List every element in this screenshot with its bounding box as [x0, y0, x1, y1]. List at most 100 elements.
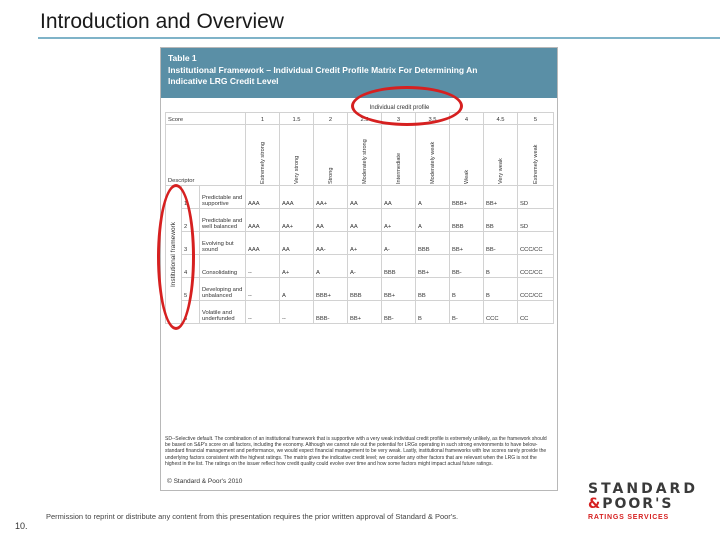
descriptor-text: Intermediate: [395, 152, 402, 184]
rating-cell: A: [279, 277, 314, 301]
matrix-row: Institutional framework 1 Predictable and …: [165, 185, 554, 324]
rating-cell: BB-: [381, 300, 416, 324]
descriptor-header-cell: Extremely weak: [517, 124, 554, 186]
rating-cell: BB+: [483, 185, 518, 209]
rating-cell: CCC/CC: [517, 277, 554, 301]
row-label: Consolidating: [199, 254, 246, 278]
rating-cell: AA+: [313, 185, 348, 209]
matrix-grid: Individual credit profile Score 1 1.5 2 2.5…: [165, 104, 554, 324]
rating-cell: BB+: [347, 300, 382, 324]
rating-cell: A: [313, 254, 348, 278]
rating-cell: A+: [279, 254, 314, 278]
descriptor-text: Weak: [463, 169, 470, 184]
rating-cell: AAA: [279, 185, 314, 209]
row-label: Evolving but sound: [199, 231, 246, 255]
slide-number: 10.: [15, 521, 28, 531]
table-title-line-2: Institutional Framework – Individual Cre…: [168, 64, 478, 75]
row-label: Volatile and underfunded: [199, 300, 246, 324]
score-label: Score: [165, 112, 246, 125]
copyright: © Standard & Poor's 2010: [167, 478, 243, 485]
rating-cell: A: [415, 208, 450, 232]
rating-cell: CC: [517, 300, 554, 324]
descriptor-header-cell: Very strong: [279, 124, 314, 186]
row-label: Developing and unbalanced: [199, 277, 246, 301]
title-rule: [38, 37, 720, 39]
matrix-row: 3 Evolving but sound AAA AA AA- A+ A- BBB BB+ BB-…: [166, 231, 554, 255]
row-label: Predictable and well balanced: [199, 208, 246, 232]
descriptor-row: Descriptor Extremely strong Very strong St…: [165, 124, 554, 186]
rating-cell: CCC: [483, 300, 518, 324]
rating-cell: SD: [517, 208, 554, 232]
rating-cell: B: [415, 300, 450, 324]
score-header-cell: 1: [245, 112, 280, 125]
descriptor-text: Strong: [327, 167, 334, 184]
rating-cell: BBB+: [449, 185, 484, 209]
table-footnote: SD--Selective default. The combination o…: [165, 436, 547, 467]
score-header-cell: 1.5: [279, 112, 314, 125]
rating-cell: CCC/CC: [517, 254, 554, 278]
rating-cell: B-: [449, 300, 484, 324]
descriptor-text: Moderately weak: [429, 141, 436, 184]
rating-cell: --: [279, 300, 314, 324]
table-figure: Table 1 Institutional Framework – Indivi…: [160, 47, 558, 491]
rating-cell: BB: [415, 277, 450, 301]
rating-cell: AA: [313, 208, 348, 232]
score-header-cell: 5: [517, 112, 554, 125]
rating-cell: A: [415, 185, 450, 209]
rating-cell: BBB+: [313, 277, 348, 301]
rating-cell: BBB: [347, 277, 382, 301]
descriptor-text: Very strong: [293, 155, 300, 184]
rating-cell: AA: [347, 208, 382, 232]
rating-cell: BB+: [381, 277, 416, 301]
rating-cell: BBB-: [313, 300, 348, 324]
rating-cell: A-: [381, 231, 416, 255]
rating-cell: AA: [279, 231, 314, 255]
table-title-line-3: Indicative LRG Credit Level: [168, 76, 279, 86]
logo-word-poors: &POOR'S: [588, 497, 700, 512]
row-label: Predictable and supportive: [199, 185, 246, 209]
rating-cell: B: [449, 277, 484, 301]
logo-poors: POOR'S: [602, 496, 674, 512]
highlight-circle-credit-profile: [351, 86, 463, 126]
matrix-row: 2 Predictable and well balanced AAA AA+ AA AA…: [166, 208, 554, 232]
matrix-row: 6 Volatile and underfunded -- -- BBB- BB+ BB- B…: [166, 300, 554, 324]
table-number: Table 1: [168, 53, 197, 63]
descriptor-header-cell: Moderately strong: [347, 124, 382, 186]
descriptor-header-cell: Very weak: [483, 124, 518, 186]
rating-cell: BB-: [449, 254, 484, 278]
descriptor-header-cell: Extremely strong: [245, 124, 280, 186]
descriptor-header-cell: Weak: [449, 124, 484, 186]
slide-title: Introduction and Overview: [40, 10, 284, 33]
descriptor-text: Extremely strong: [259, 142, 266, 184]
descriptor-header-cell: Strong: [313, 124, 348, 186]
rating-cell: BBB: [381, 254, 416, 278]
rating-cell: A+: [381, 208, 416, 232]
descriptor-text: Moderately strong: [361, 139, 368, 184]
score-header-cell: 4.5: [483, 112, 518, 125]
rating-cell: A-: [347, 254, 382, 278]
rating-cell: AAA: [245, 231, 280, 255]
highlight-circle-institutional-framework: [157, 184, 195, 330]
rating-cell: SD: [517, 185, 554, 209]
rating-cell: BB: [483, 208, 518, 232]
logo-ampersand: &: [588, 496, 603, 512]
logo-ratings-services: RATINGS SERVICES: [588, 514, 669, 521]
table-header: Table 1 Institutional Framework – Indivi…: [161, 48, 557, 98]
rating-cell: BB-: [483, 231, 518, 255]
standard-and-poors-logo: STANDARD &POOR'S RATINGS SERVICES: [588, 482, 700, 522]
rating-cell: BBB: [415, 231, 450, 255]
permission-notice: Permission to reprint or distribute any …: [46, 512, 459, 521]
matrix-row: 5 Developing and unbalanced -- A BBB+ BBB BB+ B…: [166, 277, 554, 301]
rating-cell: B: [483, 277, 518, 301]
rating-cell: AAA: [245, 208, 280, 232]
rating-cell: BB+: [415, 254, 450, 278]
rating-cell: CCC/CC: [517, 231, 554, 255]
rating-cell: --: [245, 277, 280, 301]
descriptor-header-cell: Moderately weak: [415, 124, 450, 186]
rating-cell: AA+: [279, 208, 314, 232]
rating-cell: AA-: [313, 231, 348, 255]
rating-cell: B: [483, 254, 518, 278]
matrix-row: 4 Consolidating -- A+ A A- BBB BB+ BB- B CCC/CC: [166, 254, 554, 278]
score-header-cell: 2: [313, 112, 348, 125]
rating-cell: BBB: [449, 208, 484, 232]
